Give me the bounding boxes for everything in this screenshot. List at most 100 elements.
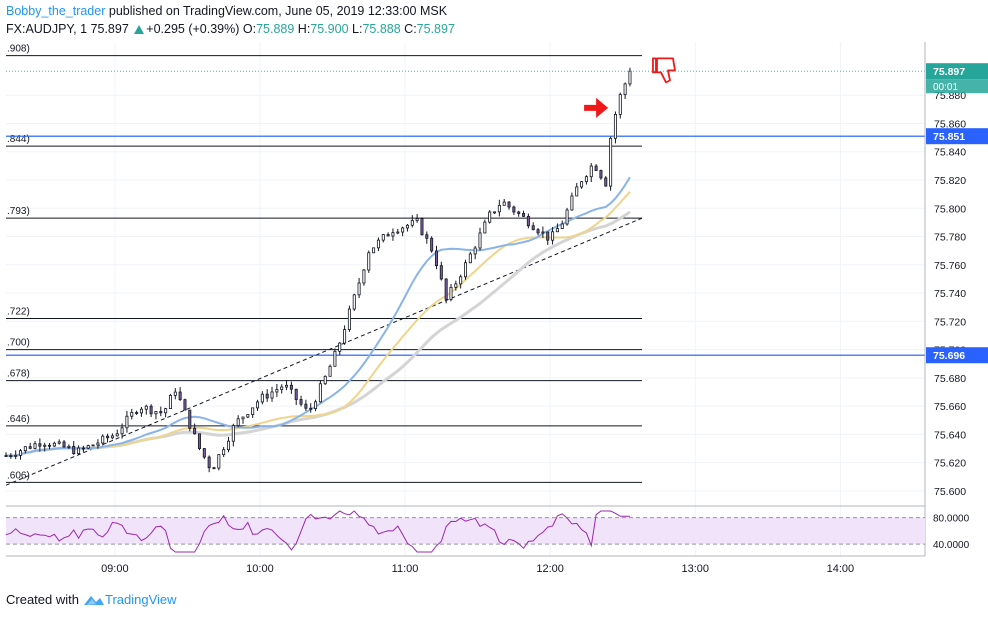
candle-body[interactable] xyxy=(410,220,414,226)
chart-canvas[interactable]: .908) .844) .793) .722) .700) .678) .646) .606)… xyxy=(0,42,988,584)
candle-body[interactable] xyxy=(483,221,487,234)
candle-body[interactable] xyxy=(72,445,76,454)
candle-body[interactable] xyxy=(522,213,526,217)
candle-body[interactable] xyxy=(386,234,390,237)
candle-body[interactable] xyxy=(270,391,274,399)
candle-body[interactable] xyxy=(570,195,574,211)
candle-body[interactable] xyxy=(275,389,279,393)
candle-body[interactable] xyxy=(623,83,627,96)
candle-body[interactable] xyxy=(81,447,85,450)
candle-body[interactable] xyxy=(57,441,61,444)
candle-body[interactable] xyxy=(159,411,163,414)
candle-body[interactable] xyxy=(139,408,143,414)
candle-body[interactable] xyxy=(381,234,385,241)
candle-body[interactable] xyxy=(115,433,119,437)
symbol-label[interactable]: FX:AUDJPY, 1 xyxy=(6,22,88,36)
candle-body[interactable] xyxy=(91,444,95,447)
candle-body[interactable] xyxy=(67,445,71,448)
candle-body[interactable] xyxy=(149,405,153,415)
candle-body[interactable] xyxy=(526,215,530,227)
candle-body[interactable] xyxy=(328,365,332,377)
candle-body[interactable] xyxy=(318,383,322,403)
candle-body[interactable] xyxy=(251,407,255,415)
candle-body[interactable] xyxy=(197,433,201,449)
candle-body[interactable] xyxy=(367,252,371,271)
candle-body[interactable] xyxy=(439,265,443,280)
candle-body[interactable] xyxy=(294,388,298,400)
candle-body[interactable] xyxy=(352,294,356,310)
candle-body[interactable] xyxy=(289,384,293,390)
candle-body[interactable] xyxy=(48,444,52,447)
candle-body[interactable] xyxy=(246,414,250,418)
candle-body[interactable] xyxy=(531,225,535,231)
candle-body[interactable] xyxy=(280,386,284,390)
trendline[interactable] xyxy=(5,217,643,486)
candle-body[interactable] xyxy=(507,201,511,208)
candle-body[interactable] xyxy=(285,384,289,388)
candle-body[interactable] xyxy=(391,232,395,237)
candle-body[interactable] xyxy=(241,416,245,420)
candle-body[interactable] xyxy=(473,247,477,255)
candle-body[interactable] xyxy=(560,223,564,229)
candle-body[interactable] xyxy=(226,440,230,451)
candle-body[interactable] xyxy=(565,209,569,225)
candle-body[interactable] xyxy=(434,250,438,267)
candle-body[interactable] xyxy=(580,181,584,188)
candle-body[interactable] xyxy=(449,286,453,300)
candle-body[interactable] xyxy=(106,435,110,439)
candle-body[interactable] xyxy=(62,441,66,448)
candle-body[interactable] xyxy=(551,231,555,241)
candle-body[interactable] xyxy=(405,224,409,229)
candle-body[interactable] xyxy=(628,70,632,85)
author-link[interactable]: Bobby_the_trader xyxy=(6,4,106,18)
candle-body[interactable] xyxy=(256,401,260,409)
candle-body[interactable] xyxy=(584,176,588,183)
candle-body[interactable] xyxy=(594,165,598,171)
tradingview-link[interactable]: TradingView xyxy=(83,592,177,607)
candle-body[interactable] xyxy=(217,454,221,469)
candle-body[interactable] xyxy=(43,444,47,447)
candle-body[interactable] xyxy=(415,218,419,221)
candle-body[interactable] xyxy=(222,449,226,456)
candle-body[interactable] xyxy=(164,408,168,414)
candle-body[interactable] xyxy=(343,329,347,344)
candle-body[interactable] xyxy=(425,234,429,239)
candle-body[interactable] xyxy=(478,232,482,249)
candle-body[interactable] xyxy=(23,446,27,452)
candle-body[interactable] xyxy=(454,283,458,288)
thumbs-down-icon[interactable] xyxy=(652,57,676,84)
candle-body[interactable] xyxy=(357,282,361,296)
candle-body[interactable] xyxy=(299,399,303,405)
candle-body[interactable] xyxy=(265,393,269,399)
candle-body[interactable] xyxy=(589,165,593,178)
candle-body[interactable] xyxy=(125,415,129,429)
candle-body[interactable] xyxy=(338,342,342,352)
candle-body[interactable] xyxy=(493,211,497,214)
candle-body[interactable] xyxy=(212,467,216,470)
candle-body[interactable] xyxy=(110,435,114,439)
candle-body[interactable] xyxy=(135,412,139,414)
candle-body[interactable] xyxy=(144,405,148,410)
candle-body[interactable] xyxy=(4,455,8,457)
candle-body[interactable] xyxy=(178,391,182,401)
candle-body[interactable] xyxy=(154,411,158,415)
candle-body[interactable] xyxy=(314,401,318,409)
candle-body[interactable] xyxy=(430,237,434,252)
candle-body[interactable] xyxy=(512,206,516,213)
candle-body[interactable] xyxy=(33,443,37,449)
candle-body[interactable] xyxy=(609,137,613,187)
candle-body[interactable] xyxy=(362,269,366,284)
candle-body[interactable] xyxy=(333,350,337,367)
candle-body[interactable] xyxy=(497,204,501,213)
candle-body[interactable] xyxy=(488,211,492,223)
candle-body[interactable] xyxy=(401,227,405,233)
candle-body[interactable] xyxy=(575,186,579,197)
candle-body[interactable] xyxy=(546,231,550,241)
candle-body[interactable] xyxy=(202,448,206,458)
candle-body[interactable] xyxy=(463,262,467,278)
candle-body[interactable] xyxy=(396,231,400,234)
candle-body[interactable] xyxy=(207,456,211,469)
candle-body[interactable] xyxy=(420,218,424,236)
candle-body[interactable] xyxy=(193,427,197,435)
candle-body[interactable] xyxy=(19,450,23,456)
